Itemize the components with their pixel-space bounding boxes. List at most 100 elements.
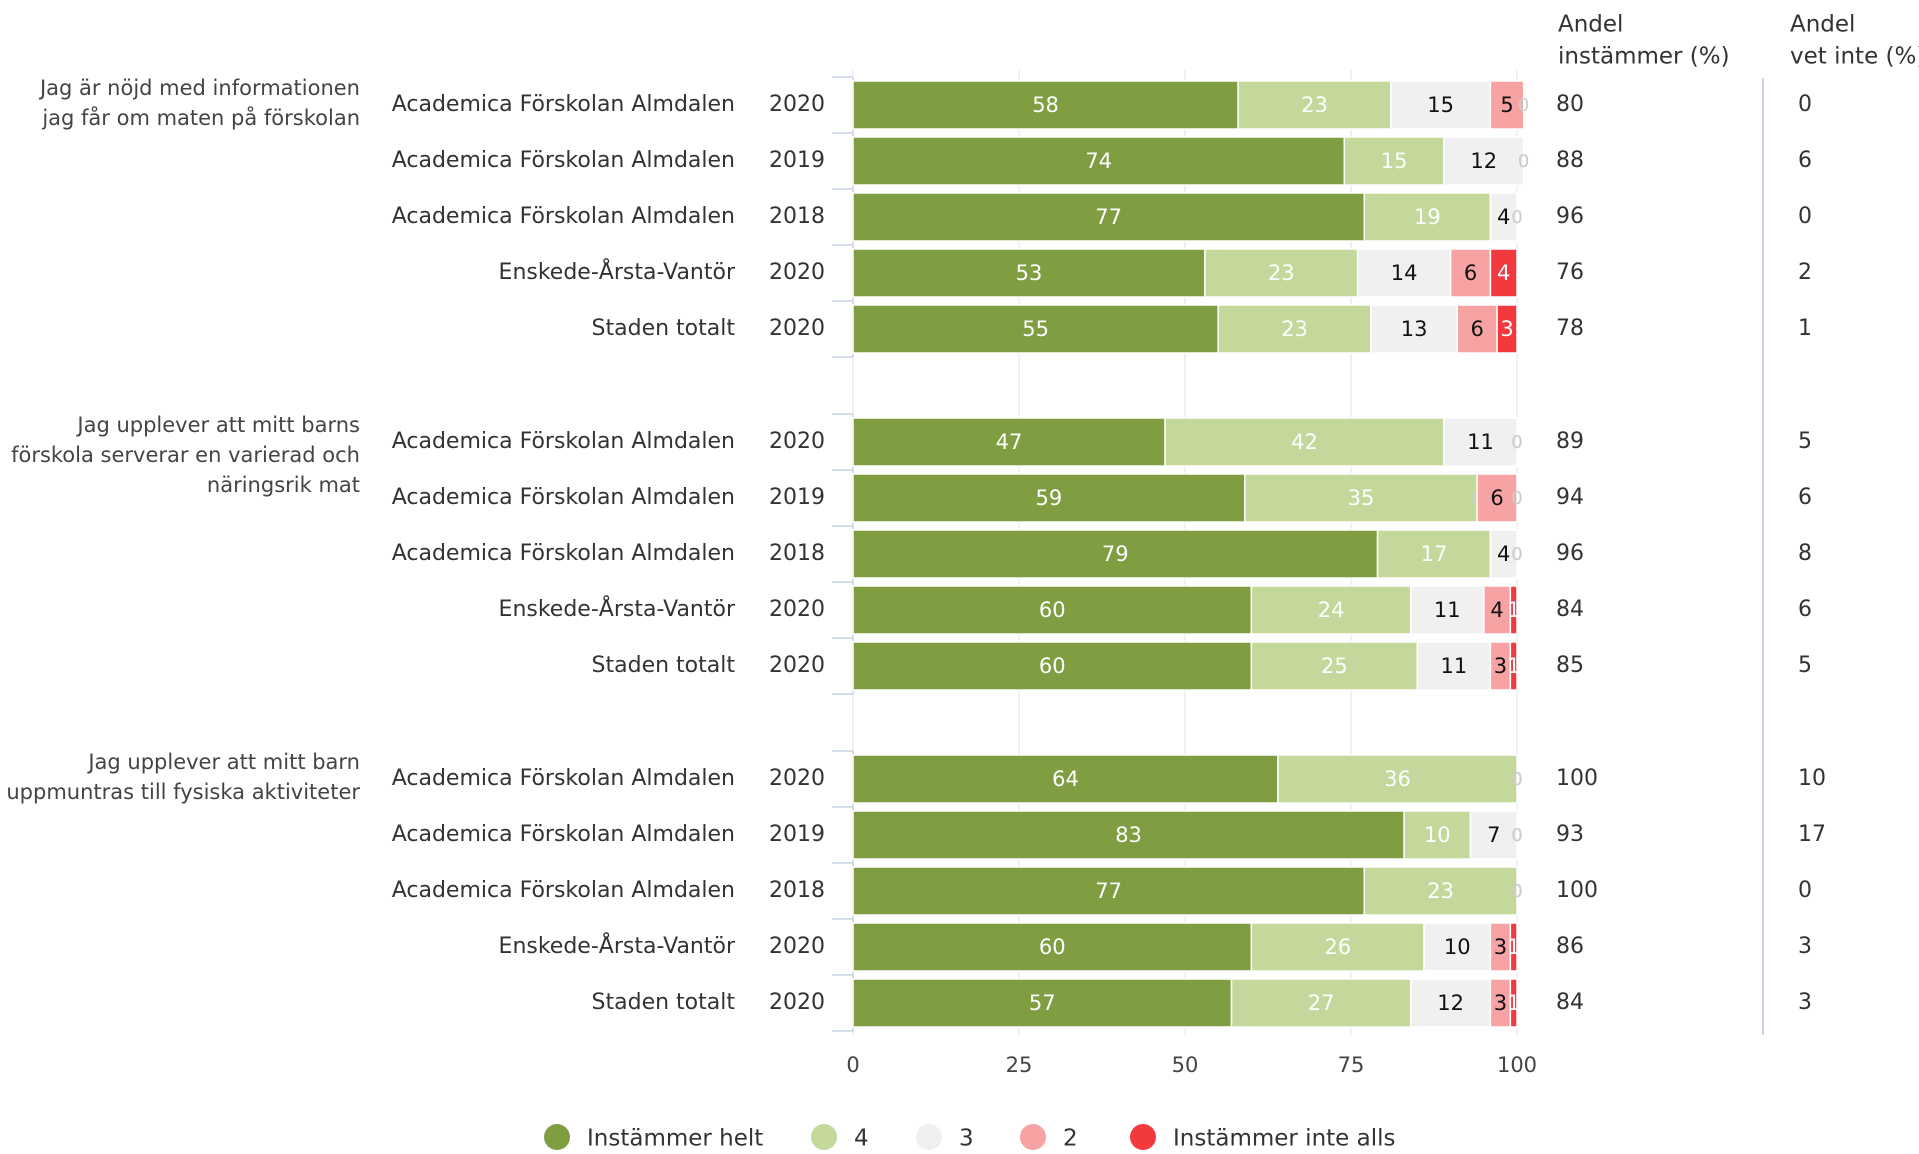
bar-value-label: 1 [1507, 991, 1520, 1015]
legend-marker [916, 1124, 942, 1150]
question-label: näringsrik mat [207, 473, 360, 497]
andel-vet-inte-value: 8 [1798, 541, 1812, 566]
bar-value-label: 10 [1424, 823, 1451, 847]
bar-value-label: 4 [1490, 598, 1503, 622]
andel-vet-inte-value: 17 [1798, 822, 1826, 847]
bar-value-label: 0 [1511, 825, 1522, 846]
header-andel-vet-inte-line1: Andel [1790, 12, 1855, 38]
bar-value-label: 1 [1507, 935, 1520, 959]
question-label: Jag är nöjd med informationen [38, 76, 360, 100]
bar-segment [1410, 978, 1492, 1028]
andel-vet-inte-value: 3 [1798, 934, 1812, 959]
bar-value-label: 83 [1115, 823, 1142, 847]
bar-segment [1343, 136, 1445, 186]
andel-instammer-value: 84 [1556, 597, 1584, 622]
bar-value-label: 3 [1494, 654, 1507, 678]
bar-value-label: 3 [1494, 935, 1507, 959]
bar-segment [1449, 248, 1492, 298]
bar-value-label: 0 [1511, 544, 1522, 565]
bar-segment [1509, 978, 1518, 1028]
bar-value-label: 23 [1281, 317, 1308, 341]
row-year-label: 2020 [769, 766, 825, 791]
bar-value-label: 10 [1444, 935, 1471, 959]
row-unit-label: Staden totalt [592, 990, 736, 1015]
bar-value-label: 58 [1032, 93, 1059, 117]
bar-value-label: 14 [1391, 261, 1418, 285]
bar-segment [1390, 80, 1492, 130]
bar-value-label: 6 [1470, 317, 1483, 341]
andel-instammer-value: 100 [1556, 766, 1598, 791]
andel-vet-inte-value: 0 [1798, 878, 1812, 903]
row-unit-label: Academica Förskolan Almdalen [392, 878, 735, 903]
andel-vet-inte-value: 6 [1798, 597, 1812, 622]
x-tick-label: 50 [1172, 1053, 1199, 1077]
bar-value-label: 4 [1497, 542, 1510, 566]
legend-label: Instämmer inte alls [1173, 1126, 1396, 1152]
row-unit-label: Academica Förskolan Almdalen [392, 429, 735, 454]
andel-vet-inte-value: 6 [1798, 485, 1812, 510]
bar-segment [1356, 248, 1452, 298]
bar-value-label: 77 [1095, 205, 1122, 229]
andel-instammer-value: 96 [1556, 541, 1584, 566]
bar-value-label: 0 [1511, 769, 1522, 790]
row-unit-label: Enskede-Årsta-Vantör [499, 258, 736, 285]
row-unit-label: Staden totalt [592, 653, 736, 678]
question-label: uppmuntras till fysiska aktiviteter [6, 780, 360, 804]
bar-value-label: 12 [1470, 149, 1497, 173]
bar-value-label: 0 [1518, 151, 1529, 172]
x-tick-label: 0 [846, 1053, 859, 1077]
row-year-label: 2018 [769, 541, 825, 566]
bar-segment [1217, 304, 1372, 354]
bar-value-label: 0 [1511, 881, 1522, 902]
bar-value-label: 64 [1052, 767, 1079, 791]
andel-vet-inte-value: 2 [1798, 260, 1812, 285]
row-unit-label: Enskede-Årsta-Vantör [499, 595, 736, 622]
x-tick-label: 75 [1338, 1053, 1365, 1077]
bar-value-label: 11 [1467, 430, 1494, 454]
andel-vet-inte-value: 0 [1798, 92, 1812, 117]
bar-value-label: 47 [996, 430, 1023, 454]
bar-value-label: 79 [1102, 542, 1129, 566]
row-unit-label: Academica Förskolan Almdalen [392, 541, 735, 566]
row-unit-label: Enskede-Årsta-Vantör [499, 932, 736, 959]
question-label: Jag upplever att mitt barns [75, 413, 360, 437]
andel-vet-inte-value: 1 [1798, 316, 1812, 341]
bar-value-label: 77 [1095, 879, 1122, 903]
bar-value-label: 26 [1324, 935, 1351, 959]
bar-segment [1509, 641, 1518, 691]
andel-vet-inte-value: 5 [1798, 653, 1812, 678]
bar-value-label: 4 [1497, 261, 1510, 285]
row-year-label: 2019 [769, 822, 825, 847]
bar-segment [1403, 810, 1472, 860]
legend-label: 2 [1063, 1126, 1078, 1152]
bar-value-label: 0 [1511, 207, 1522, 228]
bar-segment [1416, 641, 1492, 691]
bar-value-label: 7 [1487, 823, 1500, 847]
bar-segment [1230, 978, 1412, 1028]
bar-segment [1443, 136, 1525, 186]
bar-segment [1423, 922, 1492, 972]
bar-segment [852, 754, 1279, 804]
row-unit-label: Academica Förskolan Almdalen [392, 766, 735, 791]
bar-value-label: 19 [1414, 205, 1441, 229]
row-year-label: 2020 [769, 92, 825, 117]
andel-instammer-value: 88 [1556, 148, 1584, 173]
bar-value-label: 42 [1291, 430, 1318, 454]
row-year-label: 2018 [769, 204, 825, 229]
andel-instammer-value: 100 [1556, 878, 1598, 903]
header-andel-instammer-line1: Andel [1558, 12, 1623, 38]
bar-value-label: 0 [1511, 432, 1522, 453]
andel-instammer-value: 76 [1556, 260, 1584, 285]
question-label: Jag upplever att mitt barn [86, 750, 360, 774]
bar-value-label: 12 [1437, 991, 1464, 1015]
bar-segment [1250, 585, 1412, 635]
row-year-label: 2020 [769, 934, 825, 959]
bar-segment [1443, 417, 1518, 467]
bar-value-label: 23 [1427, 879, 1454, 903]
row-unit-label: Academica Förskolan Almdalen [392, 92, 735, 117]
bar-segment [1244, 473, 1478, 523]
bar-value-label: 3 [1494, 991, 1507, 1015]
bar-value-label: 27 [1308, 991, 1335, 1015]
andel-instammer-value: 96 [1556, 204, 1584, 229]
